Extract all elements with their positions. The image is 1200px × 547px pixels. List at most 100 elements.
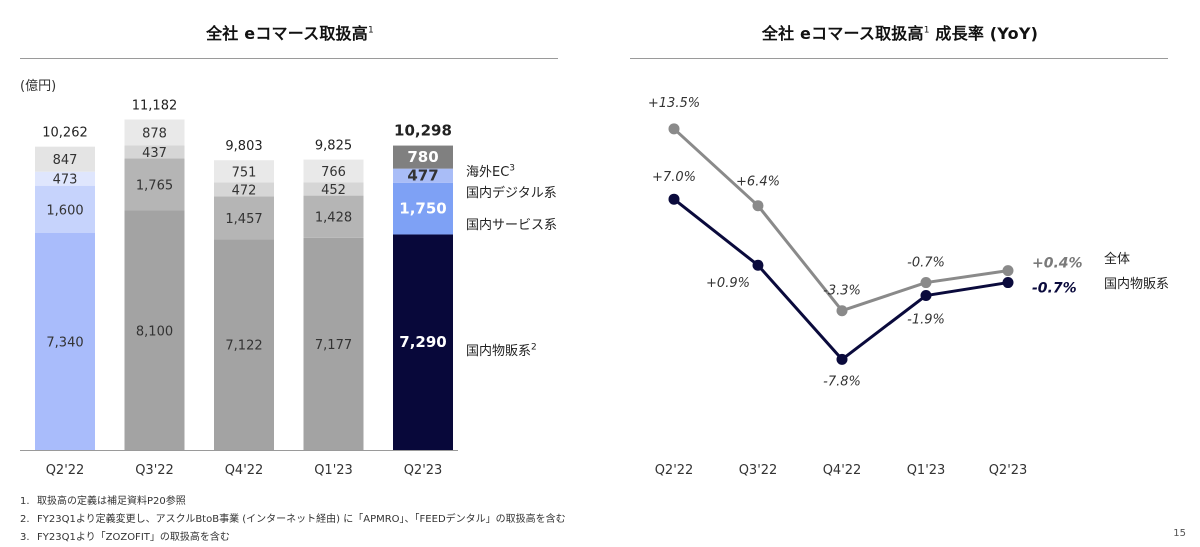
footnote-2: 2. FY23Q1より定義変更し、アスクルBtoB事業 (インターネット経由) に… — [20, 510, 566, 525]
bar-value-label-1-1: 1,765 — [136, 178, 173, 193]
line-value-label-1-1: +0.9% — [706, 276, 750, 291]
line-x-tick-label-2: Q4'22 — [823, 463, 862, 478]
line-value-label-1-4: -0.7% — [1032, 281, 1077, 297]
bar-value-label-0-4: 7,290 — [399, 333, 446, 351]
bar-value-label-2-0: 473 — [53, 173, 78, 188]
line-point-1-2 — [836, 353, 848, 365]
bar-segment-2-2 — [214, 182, 274, 197]
bar-value-label-3-2: 751 — [232, 165, 257, 180]
line-point-1-3 — [920, 290, 932, 302]
legend-domestic-service: 国内サービス系 — [466, 218, 558, 233]
growth-line-chart: +13.5% +6.4% -3.3% -0.7% +0.4% +7.0% +0.9% -7.8… — [648, 96, 1083, 478]
line-x-tick-label-0: Q2'22 — [655, 463, 694, 478]
right-chart-title-suffix: 成長率 (YoY) — [935, 24, 1039, 43]
bar-segment-2-3 — [303, 182, 364, 196]
x-tick-label-0: Q2'22 — [46, 463, 85, 478]
bar-segment-0-1 — [124, 210, 185, 450]
line-point-0-3 — [920, 277, 932, 289]
bar-value-label-0-2: 7,122 — [225, 339, 262, 354]
bar-value-label-3-4: 780 — [407, 148, 438, 166]
line-value-label-0-3: -0.7% — [907, 256, 945, 271]
page-number: 15 — [1173, 528, 1186, 539]
legend-overseas-ec: 海外EC3 — [466, 161, 515, 180]
footnote-1-num: 1. — [20, 496, 30, 507]
legend-overseas-ec-sup: 3 — [509, 163, 516, 174]
legend-domestic-goods: 国内物販系2 — [466, 340, 537, 359]
bar-value-label-2-2: 472 — [232, 183, 257, 198]
right-chart-title: 全社 eコマース取扱高1 成長率 (YoY) — [630, 20, 1170, 44]
bar-value-label-1-0: 1,600 — [46, 203, 83, 218]
line-value-label-0-4: +0.4% — [1032, 256, 1083, 272]
bar-total-label-4: 10,298 — [394, 122, 452, 140]
legend-overseas-ec-label: 海外EC — [466, 165, 510, 180]
line-x-tick-label-4: Q2'23 — [989, 463, 1028, 478]
bar-segment-3-0 — [35, 146, 95, 172]
footnote-3: 3. FY23Q1より「ZOZOFIT」の取扱高を含む — [20, 528, 230, 543]
line-point-1-1 — [752, 259, 764, 271]
line-value-label-1-3: -1.9% — [907, 313, 945, 328]
line-value-label-1-0: +7.0% — [652, 170, 696, 185]
bar-segment-2-4 — [393, 168, 453, 183]
line-point-0-0 — [668, 123, 680, 135]
left-chart-title-sup: 1 — [367, 25, 374, 36]
line-point-0-2 — [836, 305, 848, 317]
right-chart-title-sup: 1 — [923, 25, 930, 36]
stacked-bar-chart: 7,340 1,600 473 847 10,262 Q2'22 8,100 1,765 437… — [20, 98, 458, 478]
legend-total: 全体 — [1104, 252, 1131, 267]
bar-value-label-0-3: 7,177 — [315, 338, 352, 353]
bar-segment-1-1 — [124, 158, 185, 211]
x-tick-label-4: Q2'23 — [404, 463, 443, 478]
bar-value-label-0-1: 8,100 — [136, 324, 173, 339]
x-tick-label-2: Q4'22 — [225, 463, 264, 478]
line-point-1-4 — [1002, 277, 1014, 289]
footnote-3-text: FY23Q1より「ZOZOFIT」の取扱高を含む — [37, 532, 230, 543]
bar-total-label-0: 10,262 — [42, 126, 88, 141]
line-point-0-1 — [752, 200, 764, 212]
bar-segment-0-0 — [35, 232, 95, 450]
unit-label: (億円) — [20, 79, 57, 94]
bar-segment-2-0 — [35, 171, 95, 186]
bar-segment-3-4 — [393, 145, 453, 169]
bar-segment-1-4 — [393, 182, 453, 235]
bar-value-label-1-2: 1,457 — [225, 212, 262, 227]
line-value-label-0-2: -3.3% — [823, 284, 861, 299]
bar-segment-3-2 — [214, 160, 274, 183]
bar-segment-0-3 — [303, 237, 364, 450]
bar-value-label-3-0: 847 — [53, 153, 78, 168]
bar-total-label-3: 9,825 — [315, 139, 352, 154]
bar-segment-1-2 — [214, 196, 274, 240]
bar-total-label-1: 11,182 — [132, 98, 178, 113]
line-value-label-1-2: -7.8% — [823, 374, 861, 389]
line-x-tick-label-1: Q3'22 — [739, 463, 778, 478]
bar-value-label-1-3: 1,428 — [315, 211, 352, 226]
footnote-3-num: 3. — [20, 532, 30, 543]
left-chart-title-text: 全社 eコマース取扱高 — [206, 24, 368, 43]
bar-total-label-2: 9,803 — [225, 139, 262, 154]
bar-value-label-3-3: 766 — [321, 165, 346, 180]
bar-value-label-2-1: 437 — [142, 146, 167, 161]
x-tick-label-1: Q3'22 — [135, 463, 174, 478]
right-title-rule — [630, 58, 1168, 59]
footnote-2-text: FY23Q1より定義変更し、アスクルBtoB事業 (インターネット経由) に「A… — [37, 514, 566, 525]
line-value-label-0-0: +13.5% — [648, 96, 700, 111]
left-title-rule — [20, 58, 558, 59]
footnote-2-num: 2. — [20, 514, 30, 525]
bar-segment-3-1 — [124, 119, 185, 146]
bar-value-label-1-4: 1,750 — [399, 200, 446, 218]
footnote-1-text: 取扱高の定義は補足資料P20参照 — [37, 496, 186, 507]
legend-domestic-goods-sup: 2 — [531, 342, 537, 353]
right-chart-title-text: 全社 eコマース取扱高 — [761, 24, 924, 43]
line-value-label-0-1: +6.4% — [736, 175, 780, 190]
x-tick-label-3: Q1'23 — [314, 463, 353, 478]
bar-value-label-2-3: 452 — [321, 183, 346, 198]
bar-segment-3-3 — [303, 159, 364, 183]
bar-segment-0-4 — [393, 234, 453, 450]
bar-value-label-3-1: 878 — [142, 126, 167, 141]
bar-segment-1-0 — [35, 185, 95, 233]
legend-domestic-digital: 国内デジタル系 — [466, 186, 557, 201]
bar-value-label-0-0: 7,340 — [46, 335, 83, 350]
line-x-tick-label-3: Q1'23 — [907, 463, 946, 478]
bar-value-label-2-4: 477 — [407, 167, 438, 185]
bar-segment-2-1 — [124, 145, 185, 159]
line-point-1-0 — [668, 193, 680, 205]
